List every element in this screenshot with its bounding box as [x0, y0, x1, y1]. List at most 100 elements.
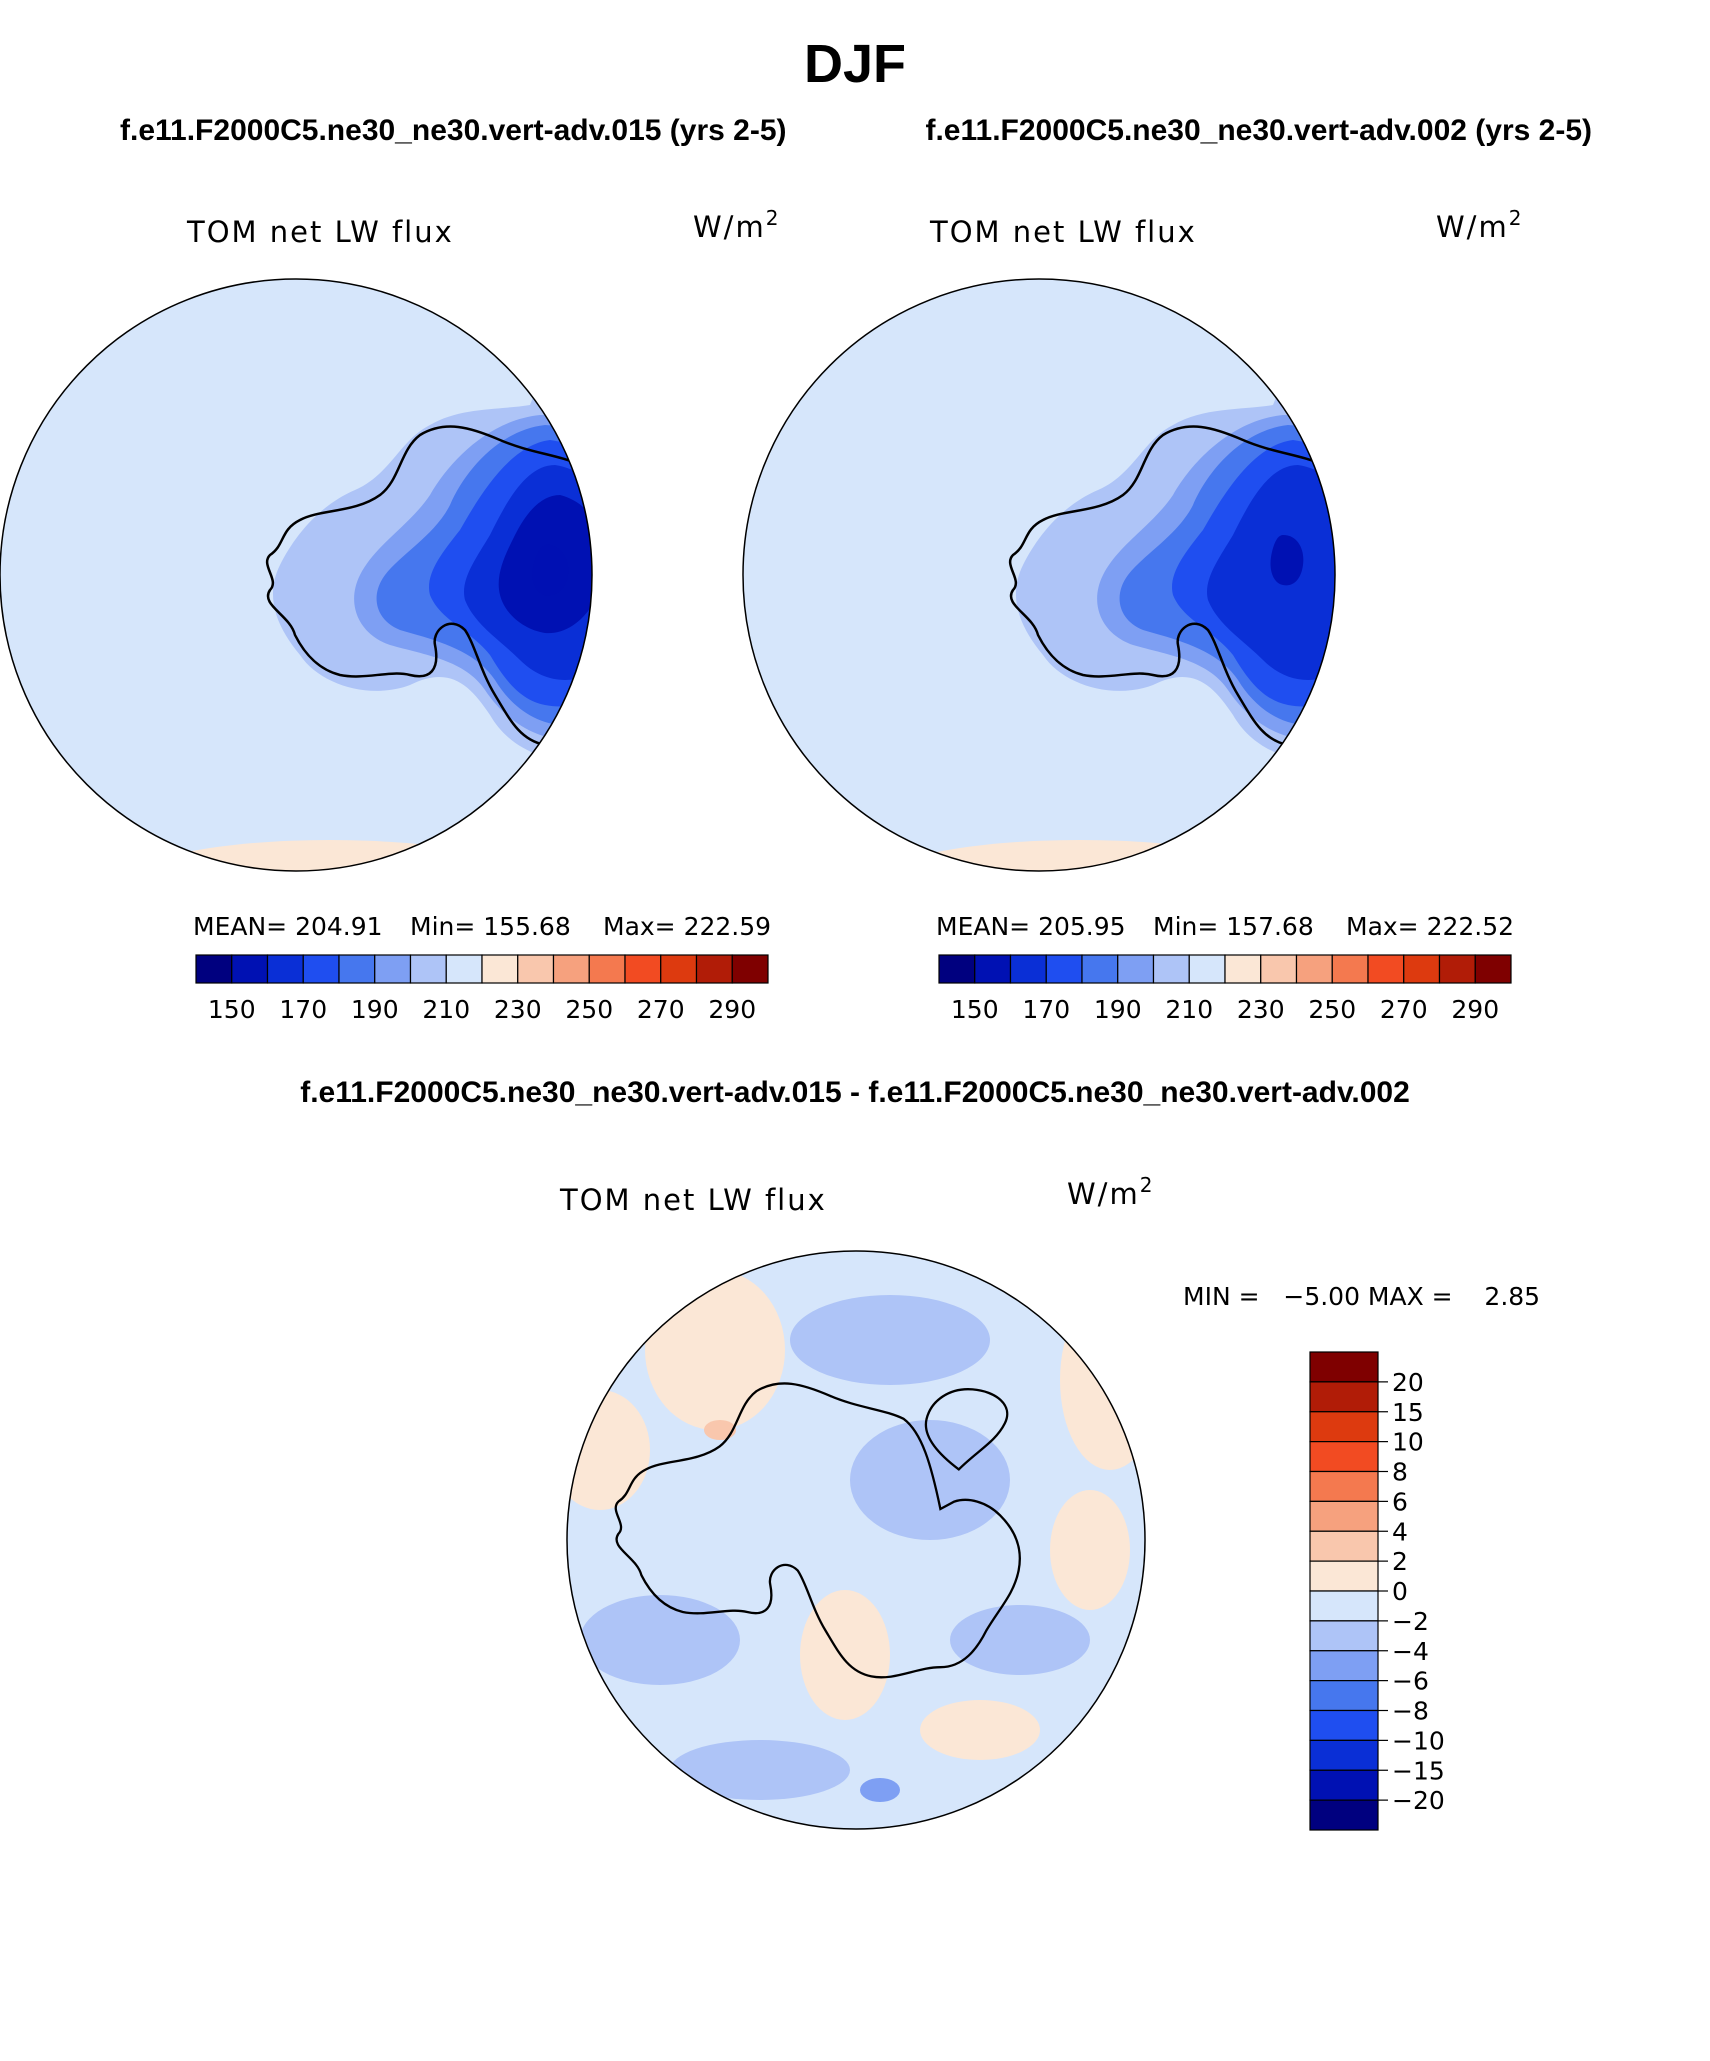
panel-c-colorbar-tick-label: −8	[1392, 1697, 1429, 1726]
panel-c-cool-peak	[860, 1778, 900, 1802]
panel-c-map	[567, 1251, 1145, 1829]
panel-b-continent-field	[1016, 359, 1335, 761]
panel-a-min: Min= 155.68	[410, 912, 571, 941]
panel-a-colorbar-swatch	[231, 954, 269, 984]
diff-title: f.e11.F2000C5.ne30_ne30.vert-adv.015 - f…	[300, 1076, 1410, 1109]
panel-b-min: Min= 157.68	[1153, 912, 1314, 941]
panel-a-colorbar-tick-label: 150	[208, 995, 256, 1024]
panel-b-colorbar-swatch	[1081, 954, 1119, 984]
panel-c-colorbar-swatch	[1309, 1799, 1379, 1831]
panel-c-colorbar-tick-label: −15	[1392, 1756, 1445, 1785]
panel-b-colorbar-tick-label: 250	[1308, 995, 1356, 1024]
panel-b-colorbar-swatch	[1009, 954, 1047, 984]
panel-c-title: TOM net LW flux	[559, 1183, 827, 1217]
panel-b-colorbar-swatch	[1474, 954, 1512, 984]
panel-c-warm-patch-6	[920, 1700, 1040, 1760]
panel-c-cool-patch-3	[850, 1420, 1010, 1540]
panel-a-mean: MEAN= 204.91	[193, 912, 383, 941]
panel-a-colorbar-swatch	[517, 954, 555, 984]
page-title: DJF	[804, 34, 906, 94]
panel-a-colorbar-tick-label: 190	[351, 995, 399, 1024]
panel-a-colorbar-swatch	[624, 954, 662, 984]
panel-b-title: TOM net LW flux	[929, 215, 1197, 249]
panel-b-colorbar: 150 170 190 210 230 250 270 290	[938, 954, 1512, 1024]
panel-a-colorbar-swatch	[409, 954, 447, 984]
panel-c-colorbar-swatch	[1309, 1739, 1379, 1771]
panel-a-continent-field	[273, 359, 592, 761]
panel-b-colorbar-tick-label: 230	[1237, 995, 1285, 1024]
panel-a-title: TOM net LW flux	[186, 215, 454, 249]
panel-c-colorbar-swatch	[1309, 1650, 1379, 1682]
panel-b-colorbar-swatch	[1224, 954, 1262, 984]
panel-c-colorbar-swatch	[1309, 1590, 1379, 1622]
panel-b-colorbar-swatch	[974, 954, 1012, 984]
panel-c-warm-patch-3	[1060, 1290, 1145, 1470]
panel-c-colorbar-swatch	[1309, 1500, 1379, 1532]
panel-b-colorbar-tick-label: 290	[1451, 995, 1499, 1024]
panel-a-map	[0, 279, 592, 871]
panel-a: TOM net LW flux W/m2	[0, 206, 780, 872]
panel-c-colorbar-swatch	[1309, 1441, 1379, 1473]
panel-b-colorbar-swatch	[1117, 954, 1155, 984]
panel-c-colorbar-swatch	[1309, 1351, 1379, 1383]
panel-b-units: W/m2	[1436, 206, 1523, 244]
panel-b-colorbar-swatch	[1152, 954, 1190, 984]
panel-c-colorbar-swatch	[1309, 1620, 1379, 1652]
panel-b-colorbar-swatch	[1367, 954, 1405, 984]
panel-b-colorbar-swatch	[1403, 954, 1441, 984]
panel-a-colorbar-swatch	[266, 954, 304, 984]
panel-b: TOM net LW flux W/m2	[742, 206, 1523, 872]
panel-b-colorbar-tick-label: 270	[1380, 995, 1428, 1024]
case-a-title: f.e11.F2000C5.ne30_ne30.vert-adv.015 (yr…	[120, 114, 787, 147]
panel-a-colorbar-tick-label: 250	[565, 995, 613, 1024]
panel-a-colorbar-swatch	[302, 954, 340, 984]
panel-c-colorbar-tick-label: 15	[1392, 1398, 1424, 1427]
panel-c-cool-patch-4	[670, 1740, 850, 1800]
panel-a-colorbar-tick-label: 170	[279, 995, 327, 1024]
panel-b-core	[1270, 535, 1304, 586]
panel-b-colorbar-tick-label: 190	[1094, 995, 1142, 1024]
panel-b-colorbar-swatch	[1295, 954, 1333, 984]
panel-c-colorbar-swatch	[1309, 1709, 1379, 1741]
panel-b-colorbar-swatch	[1045, 954, 1083, 984]
panel-c-colorbar-tick-label: 2	[1392, 1547, 1408, 1576]
panel-c-colorbar-swatch	[1309, 1411, 1379, 1443]
panel-b-colorbar-swatch	[1260, 954, 1298, 984]
panel-c-colorbar-swatch	[1309, 1769, 1379, 1801]
panel-c-colorbar-swatch	[1309, 1680, 1379, 1712]
panel-b-map	[743, 279, 1335, 871]
panel-c-cool-patch-5	[950, 1605, 1090, 1675]
panel-a-colorbar-swatch	[374, 954, 412, 984]
panel-a-colorbar-swatch	[338, 954, 376, 984]
panel-c-colorbar-tick-label: 8	[1392, 1458, 1408, 1487]
panel-b-warm-edge	[880, 840, 1280, 871]
panel-b-colorbar-swatch	[1188, 954, 1226, 984]
panel-c-colorbar-swatch	[1309, 1530, 1379, 1562]
panel-a-units: W/m2	[693, 206, 780, 244]
panel-c-colorbar-tick-label: −4	[1392, 1637, 1429, 1666]
panel-b-colorbar-tick-label: 210	[1165, 995, 1213, 1024]
panel-c-cool-patch-1	[790, 1295, 990, 1385]
panel-a-colorbar-swatch	[481, 954, 519, 984]
panel-c-colorbar-tick-label: −6	[1392, 1667, 1429, 1696]
panel-a-frame	[0, 278, 593, 872]
panel-c-warm-patch-5	[800, 1590, 890, 1720]
panel-b-colorbar-swatch	[1438, 954, 1476, 984]
panel-a-colorbar-swatch	[445, 954, 483, 984]
panel-b-colorbar-tick-label: 150	[951, 995, 999, 1024]
panel-c-cool-patch-2	[580, 1595, 740, 1685]
panel-a-max: Max= 222.59	[603, 912, 771, 941]
panel-c-minmax: MIN = −5.00 MAX = 2.85	[1183, 1282, 1540, 1311]
panel-a-colorbar-swatch	[695, 954, 733, 984]
panel-a-colorbar: 150 170 190 210 230 250 270 290	[195, 954, 769, 1024]
panel-c-colorbar-tick-label: 20	[1392, 1368, 1424, 1397]
panel-c-warm-patch-4	[1050, 1490, 1130, 1610]
panel-c-colorbar-tick-label: 10	[1392, 1428, 1424, 1457]
panel-a-colorbar-swatch	[731, 954, 769, 984]
panel-c: TOM net LW flux W/m2 MIN = −5.00 MAX = 2…	[559, 1173, 1540, 1830]
panel-b-colorbar-tick-label: 170	[1022, 995, 1070, 1024]
panel-c-frame	[566, 1250, 1146, 1830]
panel-b-colorbar-swatch	[1331, 954, 1369, 984]
